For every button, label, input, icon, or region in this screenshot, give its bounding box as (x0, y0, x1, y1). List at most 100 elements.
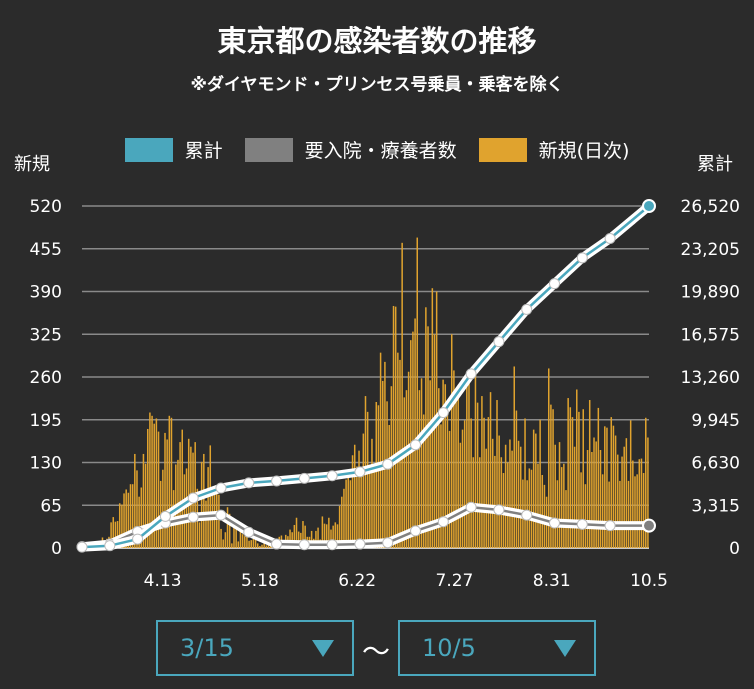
bar-new-daily (416, 237, 418, 549)
bar-new-daily (429, 380, 431, 548)
bar-new-daily (228, 513, 231, 548)
bar-new-daily (528, 468, 531, 548)
bar-new-daily (547, 368, 550, 548)
bar-new-daily (593, 437, 595, 548)
bar-new-daily (623, 446, 625, 548)
bar-new-daily (459, 442, 462, 548)
bar-new-daily (114, 521, 117, 548)
bar-new-daily (222, 539, 224, 548)
bar-new-daily (636, 474, 638, 548)
start-date-value: 3/15 (180, 634, 234, 662)
end-date-select[interactable]: 10/5 (398, 620, 596, 676)
left-tick-label: 0 (51, 539, 62, 559)
cumulative-point (76, 541, 88, 553)
bar-new-daily (627, 480, 630, 548)
bar-new-daily (142, 453, 145, 548)
start-date-select[interactable]: 3/15 (156, 620, 354, 676)
bar-new-daily (463, 420, 466, 548)
cumulative-point (271, 475, 283, 487)
bar-new-daily (476, 402, 479, 548)
bar-new-daily (420, 378, 423, 548)
bar-new-daily (162, 469, 164, 548)
legend-item-new-daily[interactable]: 新規(日次) (478, 136, 630, 163)
left-tick-label: 260 (30, 368, 62, 388)
x-tick-label: 7.27 (436, 571, 474, 591)
cumulative-point (104, 540, 116, 552)
cumulative-point (298, 472, 310, 484)
bar-new-daily (304, 525, 306, 548)
bar-new-daily (246, 532, 248, 548)
bar-new-daily (457, 384, 459, 548)
bar-new-daily (558, 442, 561, 548)
legend: 累計 要入院・療養者数 新規(日次) (0, 136, 754, 163)
cumulative-endpoint (642, 199, 656, 213)
bar-new-daily (358, 450, 360, 548)
bar-new-daily (591, 451, 593, 548)
bar-new-daily (485, 448, 487, 548)
right-tick-label: 9,945 (691, 411, 740, 431)
bar-new-daily (220, 528, 222, 548)
bar-new-daily (244, 536, 246, 548)
bar-new-daily (513, 366, 516, 548)
hospitalized-point (354, 538, 366, 550)
end-date-dropdown-icon (554, 639, 576, 657)
bar-new-daily (632, 460, 634, 548)
hospitalized-point (604, 520, 616, 532)
bar-new-daily (323, 523, 326, 548)
bar-new-daily (569, 407, 572, 548)
chart-plot: 0 0 65 3,315 130 6,630 195 9,945 260 13,260 325 16,… (30, 197, 740, 591)
legend-label-new-daily: 新規(日次) (538, 140, 630, 162)
bar-new-daily (530, 469, 533, 548)
chart-subtitle: ※ダイヤモンド・プリンセス号乗員・乗客を除く (190, 75, 564, 95)
hospitalized-point (215, 509, 227, 521)
bar-new-daily (138, 496, 140, 548)
bar-new-daily (144, 463, 147, 548)
bar-new-daily (373, 469, 375, 548)
bar-new-daily (347, 471, 350, 548)
bar-new-daily (578, 411, 580, 548)
legend-item-cumulative[interactable]: 累計 (124, 136, 223, 163)
legend-item-hospitalized[interactable]: 要入院・療養者数 (244, 136, 457, 163)
bar-new-daily (315, 530, 317, 548)
hospitalized-point (382, 537, 394, 549)
bar-new-daily (494, 455, 496, 548)
right-tick-label: 26,520 (681, 197, 740, 217)
bar-new-daily (248, 540, 250, 548)
bar-new-daily (110, 522, 112, 548)
bar-new-daily (489, 392, 492, 548)
hospitalized-point (243, 526, 255, 538)
right-tick-label: 23,205 (681, 240, 740, 260)
bar-new-daily (500, 457, 503, 548)
bar-new-daily (392, 305, 395, 548)
hospitalized-point (187, 511, 199, 523)
bar-new-daily (524, 418, 526, 548)
bar-new-daily (205, 500, 207, 548)
right-tick-label: 0 (729, 539, 740, 559)
bar-new-daily (166, 439, 168, 548)
bar-new-daily (226, 507, 229, 548)
left-tick-label: 390 (30, 283, 62, 303)
bar-new-daily (250, 540, 252, 548)
hospitalized-point (410, 525, 422, 537)
bar-new-daily (200, 461, 203, 548)
left-tick-label: 520 (30, 197, 62, 217)
bar-new-daily (414, 318, 416, 548)
bar-new-daily (440, 424, 442, 548)
bar-new-daily (136, 470, 138, 548)
bar-new-daily (517, 440, 520, 548)
hospitalized-point (521, 509, 533, 521)
bar-new-daily (431, 288, 434, 548)
bar-new-daily (554, 444, 556, 548)
bar-new-daily (582, 409, 584, 548)
bar-new-daily (446, 401, 449, 548)
bar-new-daily (448, 430, 451, 548)
cumulative-point (382, 458, 394, 470)
bar-new-daily (140, 487, 143, 548)
bar-new-daily (349, 480, 352, 548)
bar-new-daily (330, 529, 332, 548)
bar-new-daily (261, 544, 263, 548)
cumulative-point (326, 470, 338, 482)
x-tick-label: 6.22 (338, 571, 376, 591)
bar-new-daily (321, 516, 324, 548)
bar-new-daily (509, 439, 511, 548)
